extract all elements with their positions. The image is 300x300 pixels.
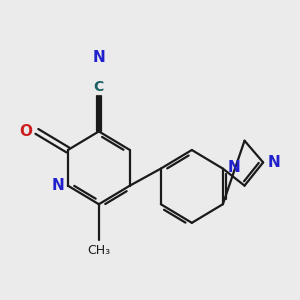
Text: O: O — [19, 124, 32, 139]
Text: N: N — [268, 155, 280, 170]
Text: N: N — [51, 178, 64, 193]
Text: C: C — [94, 80, 104, 94]
Text: CH₃: CH₃ — [87, 244, 110, 256]
Text: N: N — [92, 50, 105, 65]
Text: N: N — [227, 160, 240, 175]
